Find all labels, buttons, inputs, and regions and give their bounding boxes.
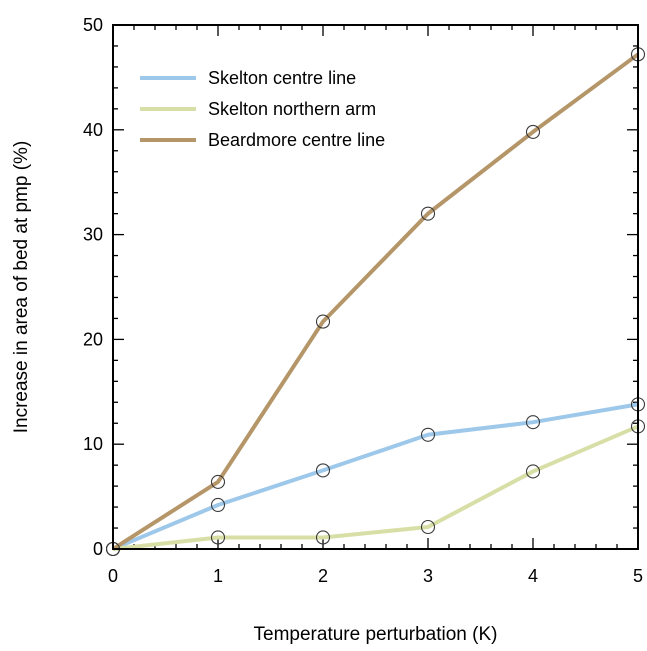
- data-point: [210, 474, 226, 489]
- y-tick-label: 20: [83, 329, 103, 349]
- x-tick-label: 5: [633, 566, 643, 586]
- series-line: [112, 402, 639, 551]
- data-point: [525, 124, 541, 139]
- data-point: [315, 314, 331, 329]
- x-tick-label: 3: [423, 566, 433, 586]
- data-point: [420, 519, 436, 535]
- legend-label: Skelton northern arm: [208, 99, 376, 119]
- legend-item: Beardmore centre line: [140, 130, 385, 150]
- data-point: [420, 206, 436, 221]
- y-tick-label: 30: [83, 225, 103, 245]
- series-line: [111, 52, 640, 551]
- series-layer: [105, 47, 646, 557]
- legend-label: Skelton centre line: [208, 68, 356, 88]
- y-tick-label: 0: [93, 539, 103, 559]
- y-axis-title: Increase in area of bed at pmp (%): [11, 141, 32, 434]
- y-tick-label: 50: [83, 15, 103, 35]
- series-line: [112, 424, 639, 551]
- x-axis-title: Temperature perturbation (K): [254, 624, 498, 645]
- plot-frame: [112, 24, 639, 550]
- legend-item: Skelton centre line: [140, 68, 356, 88]
- x-tick-label: 2: [318, 566, 328, 586]
- legend-label: Beardmore centre line: [208, 130, 385, 150]
- data-point: [210, 497, 226, 513]
- series-beardmore-centre-line: [105, 47, 646, 557]
- y-tick-label: 10: [83, 434, 103, 454]
- data-point: [525, 415, 541, 430]
- x-tick-label: 4: [528, 566, 538, 586]
- data-point: [525, 464, 541, 479]
- series-skelton-northern-arm: [105, 419, 646, 557]
- data-point: [420, 427, 436, 442]
- data-point: [315, 463, 331, 478]
- data-point: [315, 530, 331, 545]
- y-tick-label: 40: [83, 120, 103, 140]
- x-tick-label: 1: [213, 566, 223, 586]
- legend: Skelton centre line Skelton northern arm B…: [140, 68, 385, 150]
- x-tick-label: 0: [108, 566, 118, 586]
- legend-item: Skelton northern arm: [140, 99, 376, 119]
- data-point: [210, 530, 226, 545]
